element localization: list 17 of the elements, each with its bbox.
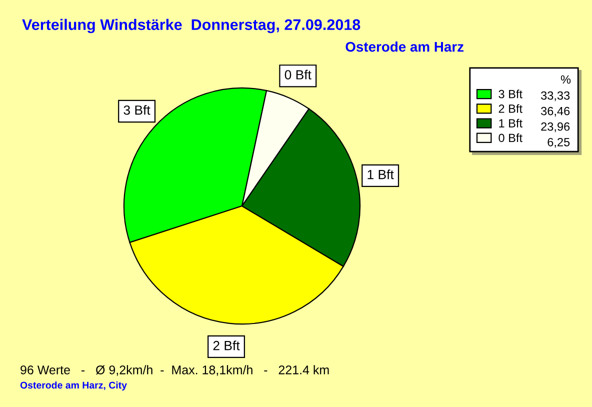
slice-label: 3 Bft	[124, 105, 150, 115]
chart-title: Verteilung Windstärke Donnerstag, 27.09.2018	[22, 18, 360, 34]
legend-label: 1 Bft	[499, 118, 522, 128]
legend-title: %	[560, 75, 571, 84]
data-label: 23,96	[541, 122, 570, 132]
data-label: 33,33	[541, 91, 570, 102]
chart-subtitle: Osterode am Harz	[346, 42, 464, 52]
data-label: 36,46	[541, 106, 570, 117]
slice-label: 2 Bft	[213, 340, 240, 350]
legend-label: 3 Bft	[498, 90, 522, 98]
slice-label: 0 Bft	[284, 70, 312, 80]
legend-label: 2 Bft	[498, 104, 522, 113]
legend-label: 0 Bft	[498, 133, 522, 142]
text: Osterode am Harz, City	[20, 381, 127, 391]
slice-label: 1 Bft	[368, 170, 394, 180]
data-label: 6,25	[548, 138, 570, 148]
text: 96 Werte - Ø 9,2km/h - Max. 18,1km/h - 221.4 km	[20, 365, 329, 376]
